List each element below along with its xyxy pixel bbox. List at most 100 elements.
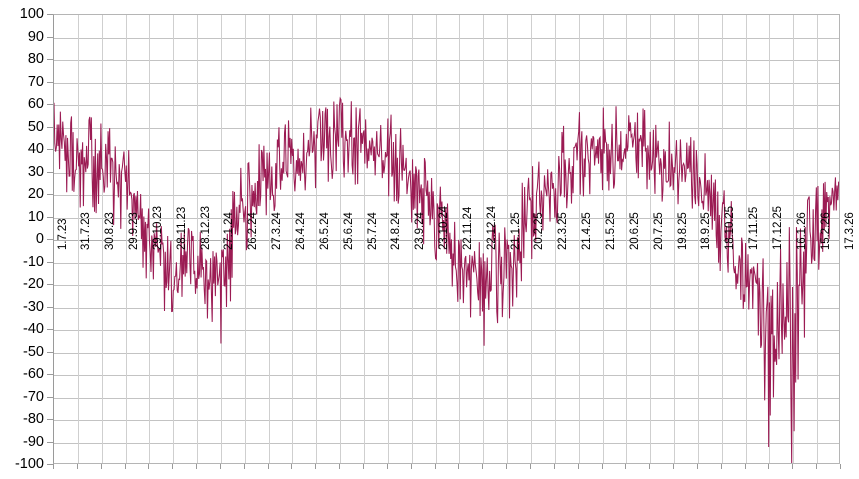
x-tick-mark	[243, 464, 245, 469]
vertical-gridline	[745, 15, 747, 463]
x-tick-label: 18.9.25	[700, 212, 713, 250]
y-tick-mark	[47, 419, 53, 420]
vertical-gridline	[554, 15, 556, 463]
vertical-gridline	[626, 15, 628, 463]
y-tick-mark	[47, 216, 53, 218]
x-tick-label: 21.5.25	[605, 212, 617, 250]
x-tick-label: 20.2.25	[533, 212, 546, 250]
x-tick-mark	[720, 464, 722, 469]
y-tick-label: -40	[23, 320, 44, 337]
y-tick-mark	[47, 441, 53, 443]
y-tick-mark	[47, 464, 53, 465]
vertical-gridline	[578, 15, 580, 463]
vertical-gridline	[674, 15, 676, 463]
gridline-30	[54, 172, 839, 174]
x-tick-mark	[386, 464, 388, 469]
y-tick-mark	[47, 149, 53, 150]
vertical-gridline	[244, 15, 246, 463]
x-tick-mark	[529, 464, 531, 469]
y-tick-mark	[47, 14, 53, 15]
y-tick-mark	[47, 374, 53, 375]
y-tick-label: -60	[23, 365, 44, 382]
vertical-gridline	[149, 15, 151, 463]
y-tick-label: 0	[35, 230, 44, 247]
y-tick-label: 80	[27, 50, 44, 67]
x-tick-label: 17.11.25	[748, 206, 761, 250]
y-tick-label: 60	[27, 95, 44, 112]
x-tick-label: 22.12.24	[485, 206, 498, 250]
vertical-gridline	[101, 15, 103, 463]
gridline--60	[54, 375, 839, 376]
x-tick-label: 17.3.26	[843, 212, 856, 250]
vertical-gridline	[387, 15, 389, 463]
x-tick-label: 26.5.24	[318, 212, 331, 250]
x-tick-mark	[196, 464, 198, 469]
gridline-20	[54, 195, 839, 196]
x-tick-mark	[339, 464, 341, 469]
vertical-gridline	[721, 15, 723, 463]
y-tick-mark	[47, 306, 53, 308]
y-tick-mark	[47, 104, 53, 105]
x-tick-label: 24.8.24	[390, 212, 403, 250]
x-tick-mark	[482, 464, 484, 469]
vertical-gridline	[650, 15, 652, 463]
x-tick-label: 1.7.23	[56, 218, 69, 250]
x-tick-mark	[76, 464, 78, 469]
x-tick-mark	[553, 464, 555, 469]
y-tick-label: -70	[23, 388, 44, 405]
x-tick-label: 25.6.24	[342, 212, 355, 250]
y-tick-mark	[47, 81, 53, 83]
vertical-gridline	[602, 15, 604, 463]
x-tick-mark	[816, 464, 818, 469]
x-tick-label: 28.11.23	[175, 206, 188, 250]
x-tick-label: 22.11.24	[461, 206, 474, 250]
y-tick-label: -10	[23, 253, 44, 270]
x-tick-mark	[625, 464, 627, 469]
x-tick-mark	[315, 464, 317, 469]
gridline-50	[54, 127, 839, 129]
x-tick-label: 29.9.23	[128, 212, 141, 250]
y-tick-label: 100	[19, 5, 44, 22]
y-tick-label: 20	[27, 185, 44, 202]
vertical-gridline	[769, 15, 771, 463]
x-tick-mark	[124, 464, 126, 469]
x-tick-mark	[434, 464, 436, 469]
vertical-gridline	[340, 15, 342, 463]
x-tick-label: 25.7.24	[366, 212, 379, 250]
vertical-gridline	[316, 15, 318, 463]
x-tick-label: 22.3.25	[557, 212, 570, 250]
vertical-gridline	[459, 15, 461, 463]
y-tick-mark	[47, 351, 53, 353]
vertical-gridline	[793, 15, 795, 463]
x-tick-mark	[53, 464, 54, 469]
x-tick-label: 27.3.24	[271, 212, 284, 250]
gridline-80	[54, 60, 839, 61]
vertical-gridline	[77, 15, 79, 463]
vertical-gridline	[173, 15, 175, 463]
vertical-gridline	[220, 15, 222, 463]
x-tick-label: 28.12.23	[199, 206, 212, 250]
x-tick-label: 23.9.24	[414, 212, 427, 250]
x-tick-mark	[768, 464, 770, 469]
x-tick-label: 31.7.23	[80, 212, 93, 250]
y-tick-label: 70	[27, 73, 44, 90]
gridline--70	[54, 397, 839, 399]
gridline--50	[54, 352, 839, 354]
gridline--20	[54, 285, 839, 286]
x-tick-mark	[410, 464, 412, 469]
vertical-gridline	[125, 15, 127, 463]
gridline--10	[54, 262, 839, 264]
x-tick-label: 18.10.25	[724, 206, 737, 250]
gridline--90	[54, 442, 839, 444]
gridline--80	[54, 420, 839, 421]
vertical-gridline	[364, 15, 366, 463]
vertical-gridline	[197, 15, 199, 463]
y-tick-mark	[47, 126, 53, 128]
gridline-40	[54, 150, 839, 151]
y-tick-mark	[47, 194, 53, 195]
x-tick-label: 19.8.25	[676, 212, 689, 250]
gridline-90	[54, 37, 839, 39]
x-tick-mark	[100, 464, 102, 469]
